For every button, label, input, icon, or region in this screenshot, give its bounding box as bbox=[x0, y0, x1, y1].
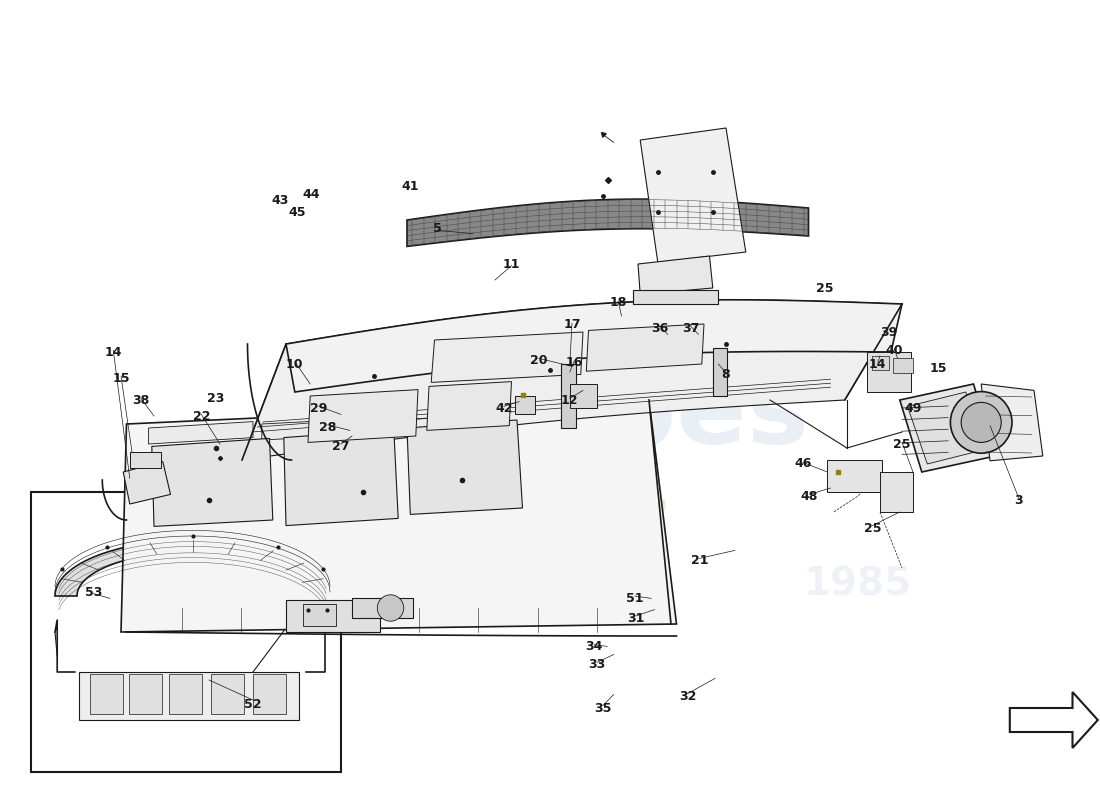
Bar bbox=[129, 674, 162, 714]
Bar bbox=[90, 674, 123, 714]
Bar bbox=[827, 460, 882, 492]
Circle shape bbox=[950, 392, 1012, 453]
Polygon shape bbox=[262, 418, 385, 440]
Text: 46: 46 bbox=[794, 458, 812, 470]
Text: 31: 31 bbox=[627, 612, 645, 625]
Text: europes: europes bbox=[334, 366, 810, 466]
Text: 41: 41 bbox=[402, 180, 419, 193]
Bar bbox=[893, 358, 913, 373]
Bar bbox=[169, 674, 202, 714]
Text: 3: 3 bbox=[1014, 494, 1023, 506]
Bar bbox=[867, 352, 911, 392]
Text: 5: 5 bbox=[433, 222, 442, 234]
Bar bbox=[31, 492, 341, 772]
Bar bbox=[286, 600, 379, 632]
Text: a parts for parts.com: a parts for parts.com bbox=[433, 494, 667, 514]
Text: 44: 44 bbox=[302, 188, 320, 201]
Text: 16: 16 bbox=[565, 356, 583, 369]
Text: 39: 39 bbox=[880, 326, 898, 338]
Polygon shape bbox=[308, 390, 418, 442]
Bar bbox=[713, 348, 727, 396]
Polygon shape bbox=[121, 400, 676, 632]
Text: 49: 49 bbox=[904, 402, 922, 414]
Bar bbox=[880, 472, 913, 512]
Bar bbox=[352, 598, 412, 618]
Text: 29: 29 bbox=[310, 402, 328, 414]
Text: 34: 34 bbox=[585, 640, 603, 653]
Text: 22: 22 bbox=[192, 410, 210, 422]
Text: 14: 14 bbox=[869, 358, 887, 370]
Polygon shape bbox=[242, 300, 902, 460]
Polygon shape bbox=[427, 382, 512, 430]
Polygon shape bbox=[148, 422, 253, 444]
Text: 52: 52 bbox=[244, 698, 262, 710]
Text: 1985: 1985 bbox=[804, 565, 912, 603]
Bar bbox=[253, 674, 286, 714]
Text: 28: 28 bbox=[319, 421, 337, 434]
Bar bbox=[570, 384, 597, 408]
Text: 37: 37 bbox=[682, 322, 700, 334]
Text: 8: 8 bbox=[722, 368, 730, 381]
Text: 32: 32 bbox=[679, 690, 696, 702]
Text: 53: 53 bbox=[85, 586, 102, 598]
Text: 33: 33 bbox=[588, 658, 606, 670]
Polygon shape bbox=[407, 420, 522, 514]
Polygon shape bbox=[152, 438, 273, 526]
Text: 35: 35 bbox=[594, 702, 612, 714]
Text: 23: 23 bbox=[207, 392, 224, 405]
Polygon shape bbox=[1010, 692, 1098, 748]
Text: 10: 10 bbox=[286, 358, 304, 370]
Polygon shape bbox=[284, 430, 398, 526]
Bar bbox=[211, 674, 244, 714]
Text: 45: 45 bbox=[288, 206, 306, 218]
Bar bbox=[872, 356, 889, 370]
Text: 15: 15 bbox=[112, 372, 130, 385]
Polygon shape bbox=[640, 128, 746, 262]
Text: 36: 36 bbox=[651, 322, 669, 334]
Text: 27: 27 bbox=[332, 440, 350, 453]
Text: 48: 48 bbox=[801, 490, 818, 502]
Text: 42: 42 bbox=[495, 402, 513, 414]
Polygon shape bbox=[431, 332, 583, 382]
Bar bbox=[632, 290, 718, 304]
Polygon shape bbox=[55, 540, 330, 596]
Polygon shape bbox=[908, 392, 985, 464]
Text: 15: 15 bbox=[930, 362, 947, 374]
Text: 20: 20 bbox=[530, 354, 548, 366]
Bar bbox=[79, 672, 299, 720]
Bar bbox=[515, 396, 535, 414]
Circle shape bbox=[961, 402, 1001, 442]
Polygon shape bbox=[123, 462, 170, 504]
Text: 40: 40 bbox=[886, 344, 903, 357]
Text: 18: 18 bbox=[609, 296, 627, 309]
Bar bbox=[130, 452, 161, 468]
Polygon shape bbox=[407, 199, 808, 246]
Circle shape bbox=[377, 595, 404, 621]
Text: 11: 11 bbox=[503, 258, 520, 270]
Polygon shape bbox=[981, 384, 1043, 461]
Text: 43: 43 bbox=[272, 194, 289, 206]
Polygon shape bbox=[286, 300, 902, 392]
Text: 17: 17 bbox=[563, 318, 581, 331]
Bar bbox=[302, 604, 336, 626]
Bar bbox=[561, 364, 576, 428]
Polygon shape bbox=[396, 414, 500, 434]
Polygon shape bbox=[638, 256, 713, 294]
Text: 21: 21 bbox=[691, 554, 708, 566]
Polygon shape bbox=[586, 324, 704, 371]
Text: 25: 25 bbox=[816, 282, 834, 294]
Text: 12: 12 bbox=[561, 394, 579, 406]
Polygon shape bbox=[900, 384, 996, 472]
Text: 25: 25 bbox=[893, 438, 911, 450]
Text: 38: 38 bbox=[132, 394, 150, 406]
Text: 14: 14 bbox=[104, 346, 122, 358]
Text: 51: 51 bbox=[626, 592, 644, 605]
Text: 25: 25 bbox=[864, 522, 881, 534]
